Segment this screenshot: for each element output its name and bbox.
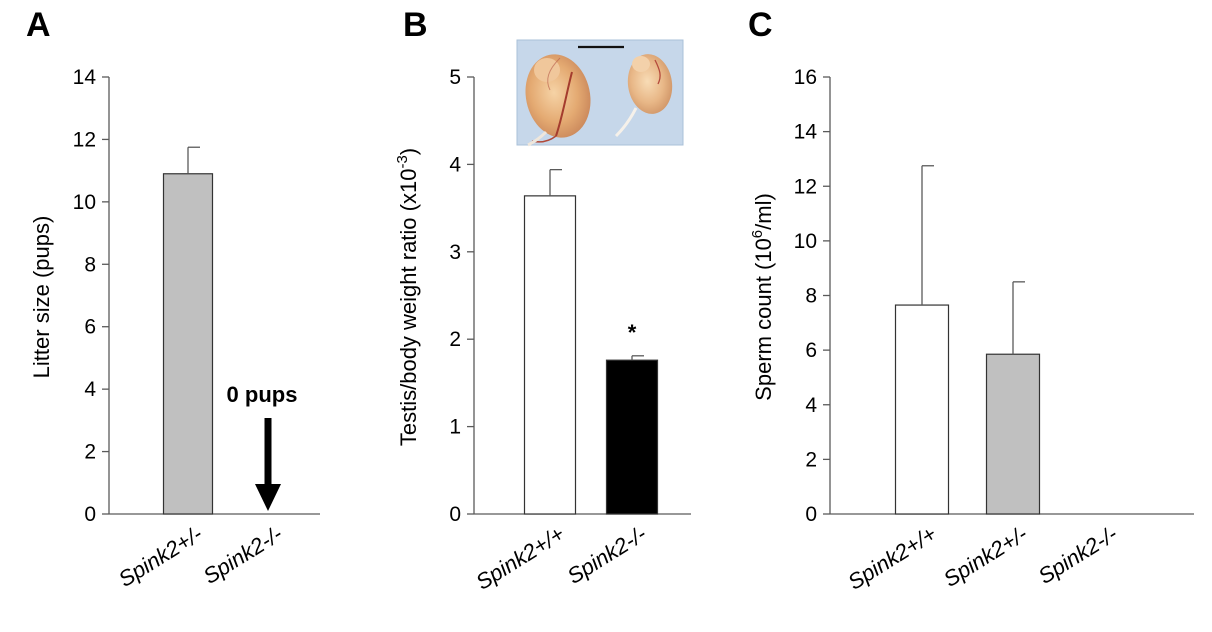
panel-c-y-tick-label: 4 xyxy=(805,394,817,417)
panel-b-y-tick-label: 5 xyxy=(449,66,461,89)
panel-b-category-label: Spink2-/- xyxy=(563,521,651,589)
panel-a-y-tick-label: 8 xyxy=(84,253,96,276)
panel-c-y-tick-label: 14 xyxy=(794,121,818,144)
panel-a-y-axis-label: Litter size (pups) xyxy=(29,216,54,379)
panel-a-zero-pups-annotation: 0 pups xyxy=(227,382,298,407)
panel-a-y-tick-label: 0 xyxy=(84,503,96,526)
panel-c-y-axis-label-superscript: 6 xyxy=(749,230,766,238)
panel-a-y-tick-label: 14 xyxy=(73,66,97,89)
panel-b-y-tick-label: 2 xyxy=(449,328,461,351)
panel-a-y-tick-label: 12 xyxy=(73,128,96,151)
panel-c-category-label: Spink2+/- xyxy=(939,521,1032,592)
panel-c-y-tick-label: 16 xyxy=(794,66,817,89)
panel-a-axes: 0 2 4 6 8 10 12 14 xyxy=(73,66,320,526)
panel-c-y-axis-label: Sperm count (106/ml) xyxy=(749,193,776,401)
panel-a-bars xyxy=(162,146,214,515)
panel-a-y-tick-label: 10 xyxy=(73,191,96,214)
panel-b-category-labels: Spink2+/+Spink2-/- xyxy=(471,521,650,595)
panel-a-category-label: Spink2+/- xyxy=(114,521,207,592)
panel-c-category-label: Spink2+/+ xyxy=(843,521,940,595)
panel-c-y-axis-label-end: /ml) xyxy=(751,193,776,230)
panel-c-bar xyxy=(985,353,1041,515)
panel-c-y-tick-label: 0 xyxy=(805,503,817,526)
panel-a-y-tick-label: 4 xyxy=(84,378,96,401)
panel-b-y-axis-label-end: ) xyxy=(396,148,421,155)
panel-a-y-tick-label: 2 xyxy=(84,441,96,464)
testes-photo xyxy=(516,39,684,147)
panel-c-y-tick-label: 8 xyxy=(805,285,817,308)
panel-c-chart: 0 2 4 6 8 10 12 14 16 Spink2+/+Spink2+/- Spink2-/… xyxy=(749,66,1194,595)
panel-a-bar xyxy=(162,173,214,515)
panel-c-y-tick-label: 10 xyxy=(794,230,817,253)
panel-b-y-axis-label-superscript: -3 xyxy=(394,155,411,168)
panel-a-category-label: Spink2-/- xyxy=(199,521,287,589)
panel-c-y-axis-label-main: Sperm count (10 xyxy=(751,238,776,401)
panel-c-category-labels: Spink2+/+Spink2+/- Spink2-/- xyxy=(843,521,1121,595)
panel-a-y-tick-label: 6 xyxy=(84,316,96,339)
panel-letters: A B C xyxy=(26,6,773,44)
panel-a-down-arrow-icon xyxy=(255,418,281,511)
panel-c-y-tick-label: 6 xyxy=(805,339,817,362)
panel-letter-c: C xyxy=(748,6,773,44)
panel-b-y-axis-label: Testis/body weight ratio (x10-3) xyxy=(394,148,421,446)
panel-c-y-tick-label: 2 xyxy=(805,448,817,471)
panel-c-category-label: Spink2-/- xyxy=(1034,521,1122,589)
panel-b-y-axis-label-main: Testis/body weight ratio (x10 xyxy=(396,169,421,447)
panel-a-category-labels: Spink2+/-Spink2-/- xyxy=(114,521,287,592)
panel-b-y-tick-label: 3 xyxy=(449,241,461,264)
panel-b-chart: 0 1 2 3 4 5 Spink2+/+Spink2-/- Testis/body we… xyxy=(394,39,691,595)
panel-letter-b: B xyxy=(403,6,428,44)
panel-b-bar xyxy=(605,359,659,515)
panel-a-chart: 0 2 4 6 8 10 12 14 Spink2+/-Spink2-/- Litter si… xyxy=(29,66,320,592)
panel-c-y-tick-label: 12 xyxy=(794,175,817,198)
panel-letter-a: A xyxy=(26,6,51,44)
panel-b-bars xyxy=(523,168,659,515)
panel-b-significance-asterisk: * xyxy=(628,320,637,345)
panel-b-category-label: Spink2+/+ xyxy=(471,521,568,595)
panel-b-y-tick-label: 4 xyxy=(449,153,461,176)
panel-b-y-tick-label: 0 xyxy=(449,503,461,526)
panel-c-bars xyxy=(894,165,1041,515)
panel-b-y-tick-label: 1 xyxy=(449,416,461,439)
panel-c-bar xyxy=(894,304,950,515)
panel-b-bar xyxy=(523,195,577,515)
